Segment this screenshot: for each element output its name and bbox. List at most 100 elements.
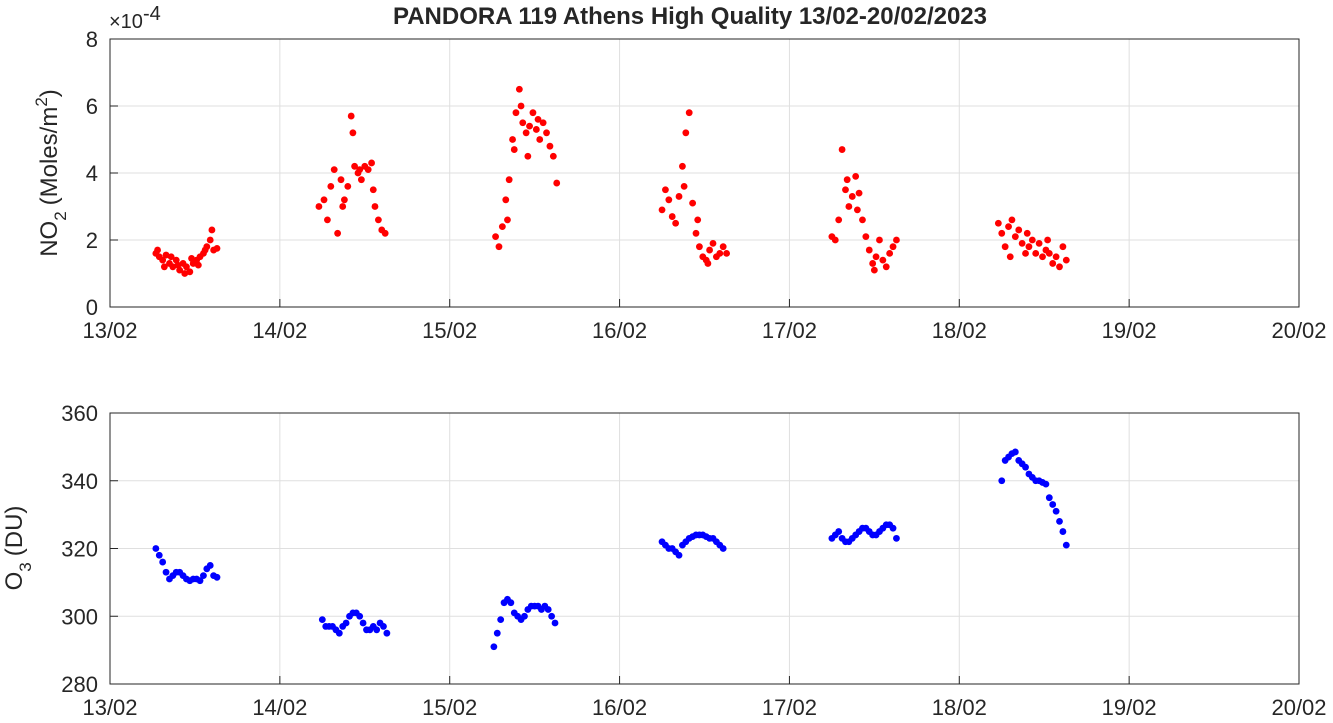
no2-x-tick-labels: 13/02 14/02 15/02 16/02 17/02 18/02 19/02 20/02 <box>82 318 1326 343</box>
o3-panel: 13/02 14/02 15/02 16/02 17/02 18/02 19/02 20/02… <box>1 401 1327 720</box>
o3-x-tick-label: 13/02 <box>82 695 137 720</box>
no2-data-point <box>716 250 724 257</box>
no2-data-point <box>882 263 890 271</box>
no2-data-point <box>845 203 853 210</box>
o3-data-point <box>490 643 498 651</box>
no2-data-point <box>862 233 870 241</box>
no2-x-tick-label: 18/02 <box>932 318 987 343</box>
no2-data-point <box>492 233 499 241</box>
no2-data-point <box>1056 263 1063 271</box>
no2-data-point <box>1059 243 1067 251</box>
no2-data-point <box>1035 239 1043 247</box>
no2-data-point <box>852 172 860 180</box>
no2-data-point <box>351 162 358 170</box>
no2-data-point <box>994 219 1002 227</box>
o3-markers <box>152 448 1070 651</box>
o3-data-point <box>162 568 170 576</box>
no2-data-point <box>515 85 523 93</box>
no2-data-point <box>194 261 202 269</box>
no2-data-point <box>526 122 533 130</box>
o3-data-point <box>159 558 167 566</box>
no2-data-point <box>167 253 175 261</box>
no2-data-point <box>539 119 547 127</box>
no2-data-point <box>1015 226 1023 234</box>
no2-data-point <box>341 196 348 204</box>
no2-data-point <box>519 119 527 127</box>
no2-data-point <box>835 216 843 224</box>
no2-y-multiplier: ×10-4 <box>109 3 161 33</box>
no2-data-point <box>201 246 209 254</box>
no2-data-point <box>374 216 382 224</box>
no2-data-point <box>696 243 703 251</box>
o3-data-point <box>1011 448 1019 456</box>
o3-data-point <box>335 629 343 637</box>
o3-data-point <box>152 545 160 552</box>
no2-data-point <box>498 223 506 231</box>
o3-data-point <box>155 551 163 559</box>
o3-data-point <box>1052 507 1060 515</box>
no2-data-point <box>672 219 680 227</box>
no2-data-point <box>512 109 520 117</box>
no2-data-point <box>848 193 856 200</box>
no2-data-point <box>183 263 190 271</box>
no2-label-close: ) <box>36 89 63 97</box>
multiplier-base: ×10 <box>109 11 143 33</box>
no2-y-tick-labels: 0 2 4 6 8 <box>86 27 98 320</box>
no2-data-point <box>334 229 342 237</box>
no2-data-point <box>723 250 730 257</box>
no2-data-point <box>510 146 518 153</box>
no2-data-point <box>159 256 167 264</box>
no2-data-point <box>1005 223 1012 231</box>
no2-data-point <box>831 236 839 244</box>
no2-data-point <box>368 159 375 167</box>
o3-data-point <box>1059 528 1067 535</box>
no2-label-subscript: 2 <box>51 211 70 220</box>
o3-x-tick-label: 20/02 <box>1271 695 1326 720</box>
no2-data-point <box>536 136 544 143</box>
no2-data-point <box>495 243 503 251</box>
o3-axes-box <box>109 412 1300 685</box>
no2-x-tick-label: 16/02 <box>592 318 647 343</box>
no2-label-units: (Moles/m <box>36 107 63 206</box>
o3-y-tick-label: 360 <box>61 401 98 426</box>
o3-data-point <box>521 612 528 620</box>
no2-data-point <box>381 229 389 237</box>
no2-data-point <box>709 239 717 247</box>
no2-data-point <box>357 176 365 184</box>
no2-data-point <box>658 206 666 214</box>
no2-data-point <box>1028 236 1036 244</box>
o3-data-point <box>998 477 1006 485</box>
o3-data-point <box>380 623 387 630</box>
no2-data-point <box>1023 229 1031 237</box>
o3-data-point <box>318 616 326 624</box>
no2-data-point <box>509 136 516 143</box>
o3-x-tick-label: 15/02 <box>422 695 477 720</box>
no2-data-point <box>364 166 372 174</box>
no2-data-point <box>188 255 195 262</box>
no2-data-point <box>886 250 894 257</box>
no2-data-point <box>369 186 377 194</box>
no2-data-point <box>876 236 883 244</box>
o3-y-tick-label: 300 <box>61 604 98 629</box>
no2-data-point <box>870 266 878 274</box>
o3-data-point <box>548 612 556 620</box>
no2-data-point <box>517 102 525 110</box>
no2-label-main: NO <box>36 221 63 257</box>
no2-data-point <box>675 193 683 200</box>
multiplier-exponent: -4 <box>143 3 161 25</box>
no2-data-point <box>842 186 849 194</box>
o3-data-point <box>493 629 501 637</box>
no2-data-point <box>504 216 511 224</box>
no2-data-point <box>1018 239 1026 247</box>
o3-data-point <box>889 524 897 532</box>
no2-data-point <box>502 196 510 204</box>
no2-data-point <box>692 229 700 237</box>
chart-title: PANDORA 119 Athens High Quality 13/02-20… <box>393 3 987 30</box>
no2-data-point <box>893 236 900 244</box>
o3-data-point <box>200 572 207 579</box>
no2-data-point <box>534 116 542 123</box>
no2-data-point <box>505 176 513 184</box>
no2-data-point <box>1025 243 1033 251</box>
o3-x-tick-label: 18/02 <box>932 695 987 720</box>
no2-data-point <box>532 126 540 133</box>
